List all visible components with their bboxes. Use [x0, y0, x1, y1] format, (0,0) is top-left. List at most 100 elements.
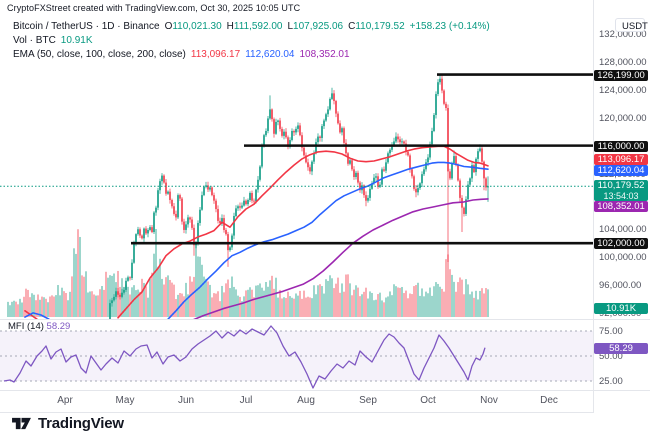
price-axis-badge: 10.91K — [594, 302, 648, 314]
candle-body — [193, 227, 195, 246]
candle-body — [151, 227, 153, 233]
candle-body — [295, 128, 297, 133]
ema-legend-row[interactable]: EMA (50, close, 100, close, 200, close) 1… — [13, 49, 350, 60]
candle-body — [111, 300, 113, 304]
volume-bar — [321, 286, 323, 317]
tradingview-logo[interactable]: TradingView — [12, 415, 124, 432]
candle-body — [427, 157, 429, 163]
volume-bar — [77, 229, 79, 317]
volume-bar — [303, 290, 305, 317]
candle-body — [183, 221, 185, 230]
candle-body — [395, 136, 397, 142]
candle-body — [337, 113, 339, 124]
volume-bar — [447, 254, 449, 317]
pane-separator[interactable] — [0, 319, 650, 320]
volume-bar — [163, 284, 165, 317]
volume-bar — [51, 295, 53, 317]
chart-plot-area[interactable] — [0, 0, 650, 412]
symbol-legend-row[interactable]: Bitcoin / TetherUS · 1D · Binance O110,02… — [13, 21, 490, 32]
volume-bar — [13, 300, 15, 317]
volume-bar — [201, 264, 203, 317]
volume-bar — [173, 284, 175, 317]
volume-bar — [349, 283, 351, 317]
candle-body — [159, 181, 161, 191]
candle-body — [189, 217, 191, 220]
candle-body — [487, 186, 489, 188]
candle-body — [141, 235, 143, 239]
price-pane[interactable] — [0, 73, 593, 342]
volume-bar — [19, 298, 21, 317]
price-axis[interactable]: 132,000.00 128,000.00 124,000.00 120,000.00… — [594, 0, 650, 412]
month-label-oct: Oct — [420, 395, 436, 406]
volume-bar — [71, 276, 73, 317]
candle-body — [329, 98, 331, 110]
candle-body — [269, 109, 271, 119]
mfi-legend-row[interactable]: MFI (14) 58.29 — [8, 321, 70, 332]
month-label-jun: Jun — [177, 395, 195, 406]
candle-body — [385, 162, 387, 171]
volume-label[interactable]: Vol · BTC — [13, 35, 56, 46]
volume-bar — [433, 286, 435, 317]
time-axis[interactable]: Apr May Jun Jul Aug Sep Oct Nov Dec — [0, 391, 650, 412]
volume-bar — [395, 286, 397, 317]
volume-bar — [339, 292, 341, 317]
volume-bar — [283, 297, 285, 317]
volume-bar — [167, 275, 169, 317]
volume-bar — [97, 295, 99, 317]
price-axis-label: 124,000.00 — [599, 84, 647, 96]
volume-bar — [41, 296, 43, 317]
volume-bar — [195, 241, 197, 317]
candle-body — [373, 177, 375, 184]
volume-bar — [251, 289, 253, 317]
candle-body — [247, 199, 249, 205]
price-axis-label: 100,000.00 — [599, 251, 647, 263]
volume-bar — [355, 285, 357, 317]
volume-bar — [329, 275, 331, 317]
candle-body — [157, 190, 159, 208]
volume-bar — [439, 286, 441, 317]
volume-bar — [87, 292, 89, 317]
candle-body — [327, 109, 329, 115]
volume-bar — [255, 285, 257, 317]
symbol-title[interactable]: Bitcoin / TetherUS · 1D · Binance — [13, 21, 160, 32]
price-axis-border — [593, 0, 594, 412]
candle-body — [127, 277, 129, 281]
volume-bar — [225, 283, 227, 317]
ema-label[interactable]: EMA (50, close, 100, close, 200, close) — [13, 49, 186, 60]
candle-body — [431, 130, 433, 145]
volume-bar — [145, 286, 147, 317]
candle-body — [251, 193, 253, 201]
candle-body — [271, 109, 273, 120]
volume-bar — [353, 289, 355, 317]
candle-body — [177, 195, 179, 218]
candle-body — [399, 139, 401, 143]
volume-bar — [263, 290, 265, 317]
volume-bar — [415, 285, 417, 317]
currency-toggle-button[interactable]: USDT — [615, 18, 648, 32]
candle-body — [191, 219, 193, 228]
ema100-value: 112,620.04 — [245, 49, 295, 60]
volume-bar — [451, 274, 453, 317]
volume-bar — [193, 276, 195, 317]
candle-body — [181, 198, 183, 222]
drawn-levels[interactable] — [0, 73, 593, 245]
mfi-pane[interactable] — [0, 325, 593, 389]
low-label: L — [287, 21, 294, 32]
ema-preroll-0 — [24, 309, 38, 319]
volume-bar — [487, 289, 489, 317]
candle-body — [331, 93, 333, 99]
candle-body — [139, 229, 141, 236]
volume-bar — [55, 295, 57, 317]
mfi-indicator-label[interactable]: MFI (14) — [8, 321, 44, 332]
candle-body — [249, 193, 251, 200]
candle-body — [221, 218, 223, 223]
volume-bar — [143, 282, 145, 317]
volume-bar — [17, 304, 19, 317]
volume-bar — [83, 276, 85, 317]
volume-legend-row[interactable]: Vol · BTC 10.91K — [13, 35, 93, 46]
candle-body — [313, 153, 315, 162]
volume-bar — [205, 278, 207, 317]
candle-body — [293, 130, 295, 133]
candle-body — [155, 207, 157, 213]
